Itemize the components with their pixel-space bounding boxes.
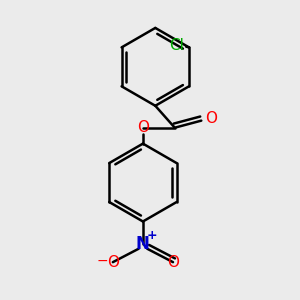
Text: O: O: [107, 255, 119, 270]
Text: O: O: [167, 255, 179, 270]
Text: Cl: Cl: [169, 38, 184, 53]
Text: O: O: [137, 120, 149, 135]
Text: N: N: [136, 236, 150, 253]
Text: −: −: [96, 254, 108, 267]
Text: O: O: [205, 111, 217, 126]
Text: +: +: [146, 229, 157, 242]
